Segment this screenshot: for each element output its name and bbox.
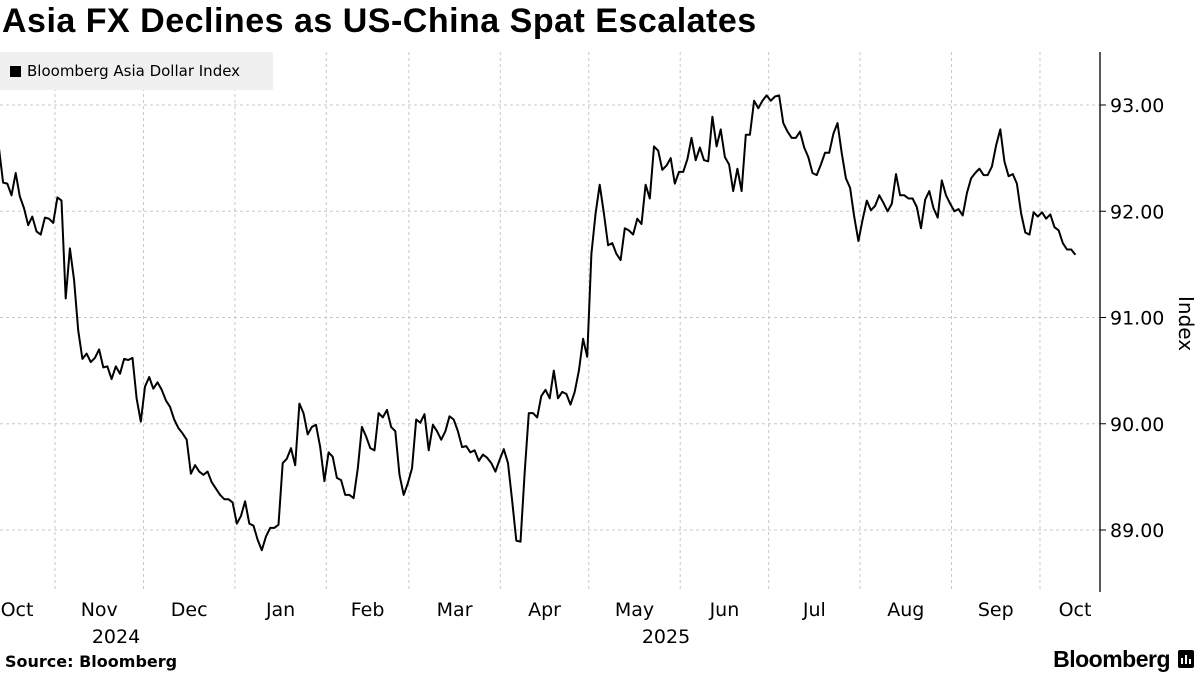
x-month-label: Feb xyxy=(351,599,385,621)
x-month-label: May xyxy=(615,599,654,621)
x-month-label: Mar xyxy=(437,599,473,621)
x-year-label: 2024 xyxy=(92,626,140,648)
legend-label: Bloomberg Asia Dollar Index xyxy=(27,62,241,80)
x-month-label: Aug xyxy=(887,599,924,621)
x-month-label: Jun xyxy=(709,599,740,621)
x-month-label: Oct xyxy=(1,599,34,621)
x-month-label: Jan xyxy=(265,599,295,621)
x-month-label: Apr xyxy=(528,599,561,621)
bloomberg-chart-icon xyxy=(1178,650,1194,668)
x-year-label: 2025 xyxy=(642,626,690,648)
x-month-label: Dec xyxy=(171,599,208,621)
y-tick-label: 90.00 xyxy=(1110,414,1164,436)
y-tick-label: 92.00 xyxy=(1110,201,1164,223)
gridlines xyxy=(0,52,1100,592)
series-group xyxy=(0,94,1077,552)
y-tick-label: 91.00 xyxy=(1110,308,1164,330)
source-note: Source: Bloomberg xyxy=(5,652,178,671)
legend-swatch xyxy=(10,65,21,77)
x-month-label: Sep xyxy=(978,599,1014,621)
x-axis-labels: Oct Nov Dec Jan Feb Mar Apr May Jun Jul Aug Sep Oct 2… xyxy=(1,599,1092,648)
legend: Bloomberg Asia Dollar Index xyxy=(0,52,273,90)
series-line-asia-dollar-index xyxy=(0,94,1077,552)
x-month-label: Oct xyxy=(1059,599,1092,621)
y-axis: 89.00 90.00 91.00 92.00 93.00 xyxy=(1099,52,1164,592)
y-tick-label: 93.00 xyxy=(1110,95,1164,117)
y-axis-title: Index xyxy=(1174,296,1198,352)
x-month-label: Jul xyxy=(802,599,826,621)
y-tick-label: 89.00 xyxy=(1110,520,1164,542)
x-month-label: Nov xyxy=(81,599,118,621)
bloomberg-logo: Bloomberg xyxy=(1053,646,1170,672)
chart-title: Asia FX Declines as US-China Spat Escala… xyxy=(2,2,757,40)
